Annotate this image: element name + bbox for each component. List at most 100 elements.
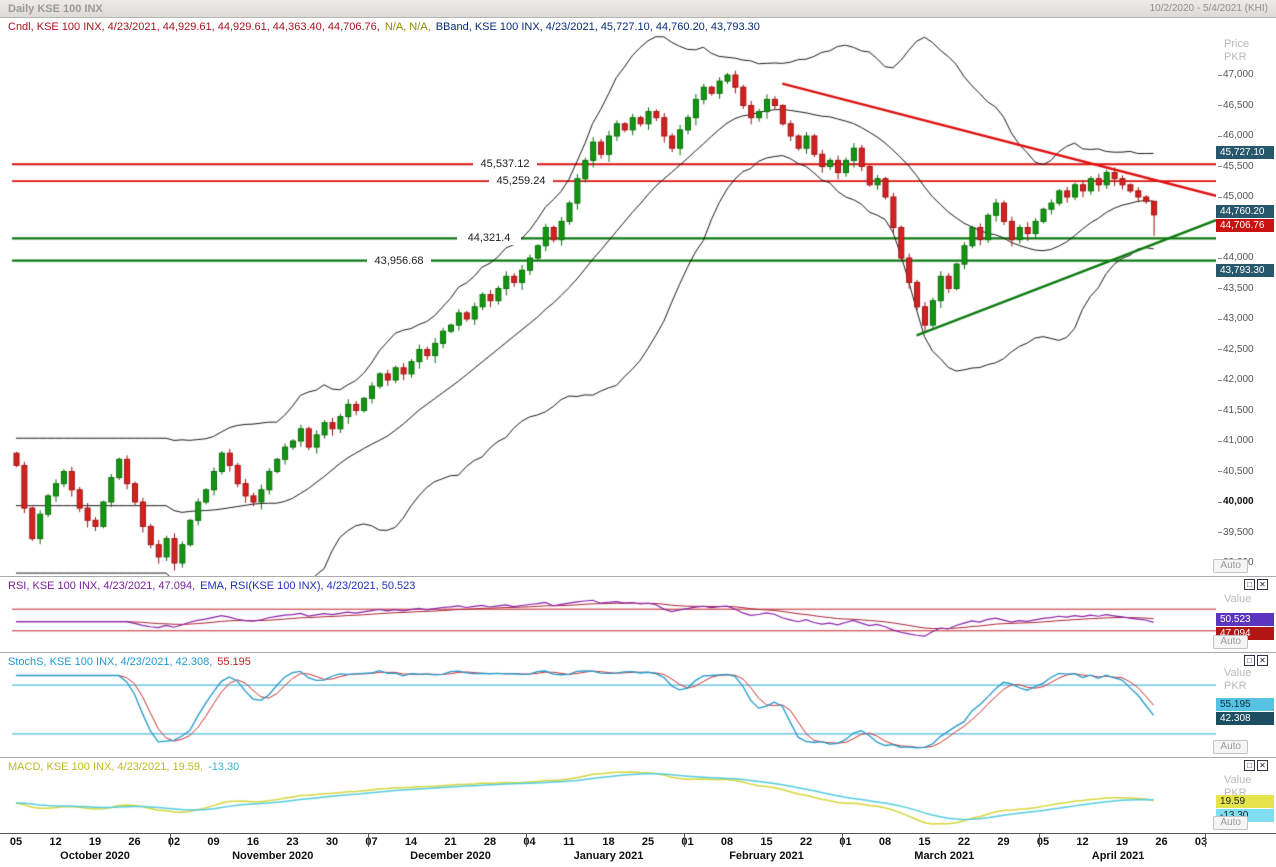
auto-scale-button[interactable]: Auto [1213,559,1248,573]
price-tick-label: 41,500 [1218,404,1254,416]
month-label: April 2021 [1091,850,1145,862]
price-chart-legend: Cndl, KSE 100 INX, 4/23/2021, 44,929.61,… [8,21,765,33]
month-label: March 2021 [914,850,975,862]
axis-value-tag: 42.308 [1216,712,1274,726]
month-separator [1039,834,1040,847]
auto-scale-button[interactable]: Auto [1213,816,1248,830]
level-line-label: 43,956.68 [367,253,431,268]
rsi-ema-legend-text: EMA, RSI(KSE 100 INX), 4/23/2021, 50.523 [200,580,416,592]
stoch-axis-title: Value [1224,667,1252,679]
price-tick-label: 45,000 [1218,191,1254,202]
macd-legend-text: MACD, KSE 100 INX, 4/23/2021, 19.59, [8,761,204,773]
month-label: November 2020 [232,850,314,862]
month-label: February 2021 [729,850,804,862]
axis-value-tag: 19.59 [1216,795,1274,809]
date-tick-label: 26 [1155,836,1168,848]
na-legend: N/A, N/A, [384,21,431,33]
price-tick-label: 47,000 [1218,69,1254,80]
stochastic-panel: StochS, KSE 100 INX, 4/23/2021, 42.308, 5… [0,652,1276,758]
price-tick-label: 46,500 [1218,99,1254,111]
date-tick-label: 29 [997,836,1010,848]
date-tick-label: 22 [957,836,971,848]
date-tick-label: 09 [207,836,220,848]
date-tick-label: 02 [167,836,181,848]
stoch-axis-unit: PKR [1224,680,1247,692]
month-separator [170,834,171,847]
window-titlebar[interactable]: Daily KSE 100 INX 10/2/2020 - 5/4/2021 (… [0,0,1276,18]
auto-scale-button[interactable]: Auto [1213,635,1248,649]
level-line-label: 45,537.12 [473,157,537,172]
stochastic-axis[interactable]: Value PKR 55.195 42.308 [1216,653,1276,757]
stoch-d-legend-text: 55.195 [217,656,251,668]
close-icon[interactable]: ✕ [1257,579,1268,590]
rsi-legend: RSI, KSE 100 INX, 4/23/2021, 47.094, EMA,… [8,580,420,592]
level-line-label: 44,321.4 [457,231,521,246]
date-tick-label: 28 [483,836,497,848]
price-tick-label: 42,500 [1218,343,1254,355]
price-axis[interactable]: Price PKR 47,000 46,500 46,000 45,500 45,000… [1216,18,1276,576]
price-tick-label: 43,500 [1218,282,1254,294]
price-chart-canvas[interactable] [0,18,1216,576]
date-tick-label: 01 [839,836,852,848]
macd-chart-canvas[interactable] [0,758,1216,834]
candle-legend: Cndl, KSE 100 INX, 4/23/2021, 44,929.61,… [8,21,380,33]
date-tick-label: 01 [681,836,694,848]
date-tick-label: 26 [128,836,141,848]
date-tick-label: 22 [799,836,813,848]
axis-value-tag: 44,760.20 [1216,204,1274,218]
date-tick-label: 08 [720,836,734,848]
axis-value-tag: 44,706.76 [1216,218,1274,232]
date-tick-label: 23 [286,836,299,848]
date-tick-label: 07 [365,836,378,848]
price-tick-label: 41,000 [1218,435,1254,446]
rsi-chart-canvas[interactable] [0,577,1216,653]
month-label: December 2020 [410,850,491,862]
date-tick-label: 25 [641,836,655,848]
date-tick-label: 30 [325,836,339,848]
price-tick-label: 46,000 [1218,130,1254,141]
level-line-label: 45,259.24 [489,174,553,189]
date-tick-label: 11 [563,836,575,848]
axis-value-tag: 55.195 [1216,698,1274,712]
close-icon[interactable]: ✕ [1257,655,1268,666]
panel-window-buttons: □ ✕ [1244,760,1268,771]
price-axis-title: Price [1224,38,1250,50]
date-tick-label: 21 [444,836,457,848]
axis-value-tag: 50.523 [1216,612,1274,626]
month-label: January 2021 [573,850,644,862]
date-tick-label: 16 [246,836,260,848]
price-tick-label: 39,500 [1218,526,1254,538]
stochastic-legend: StochS, KSE 100 INX, 4/23/2021, 42.308, 5… [8,656,256,668]
time-axis[interactable]: 05 12 19 26 02 09 16 23 30 07 14 21 28 04 11 18 25 01 08 15… [0,833,1276,867]
date-tick-label: 04 [523,836,536,848]
month-separator [683,834,685,847]
date-tick-label: 03 [1194,836,1208,848]
price-tick-label: 40,500 [1218,465,1254,477]
month-separator [367,834,369,847]
date-tick-label: 08 [878,836,892,848]
date-tick-label: 19 [1115,836,1129,848]
bband-legend: BBand, KSE 100 INX, 4/23/2021, 45,727.10… [435,21,760,33]
price-chart-panel: Cndl, KSE 100 INX, 4/23/2021, 44,929.61,… [0,18,1276,576]
auto-scale-button[interactable]: Auto [1213,740,1248,754]
price-tick-label: 40,000 [1218,496,1254,507]
date-tick-label: 12 [1076,836,1089,848]
restore-icon[interactable]: □ [1244,655,1255,666]
macd-signal-legend-text: -13.30 [208,761,240,773]
macd-panel: MACD, KSE 100 INX, 4/23/2021, 19.59, -13.… [0,757,1276,834]
panel-window-buttons: □ ✕ [1244,655,1268,666]
stoch-legend-text: StochS, KSE 100 INX, 4/23/2021, 42.308, [8,656,213,668]
close-icon[interactable]: ✕ [1257,760,1268,771]
date-tick-label: 15 [918,836,931,848]
month-separator [841,834,843,847]
stochastic-chart-canvas[interactable] [0,653,1216,758]
restore-icon[interactable]: □ [1244,579,1255,590]
price-tick-label: 43,000 [1218,313,1254,324]
restore-icon[interactable]: □ [1244,760,1255,771]
date-tick-label: 05 [9,836,23,848]
date-tick-label: 14 [404,836,418,848]
date-tick-label: 05 [1036,836,1050,848]
macd-legend: MACD, KSE 100 INX, 4/23/2021, 19.59, -13.… [8,761,244,773]
date-tick-label: 18 [602,836,615,848]
